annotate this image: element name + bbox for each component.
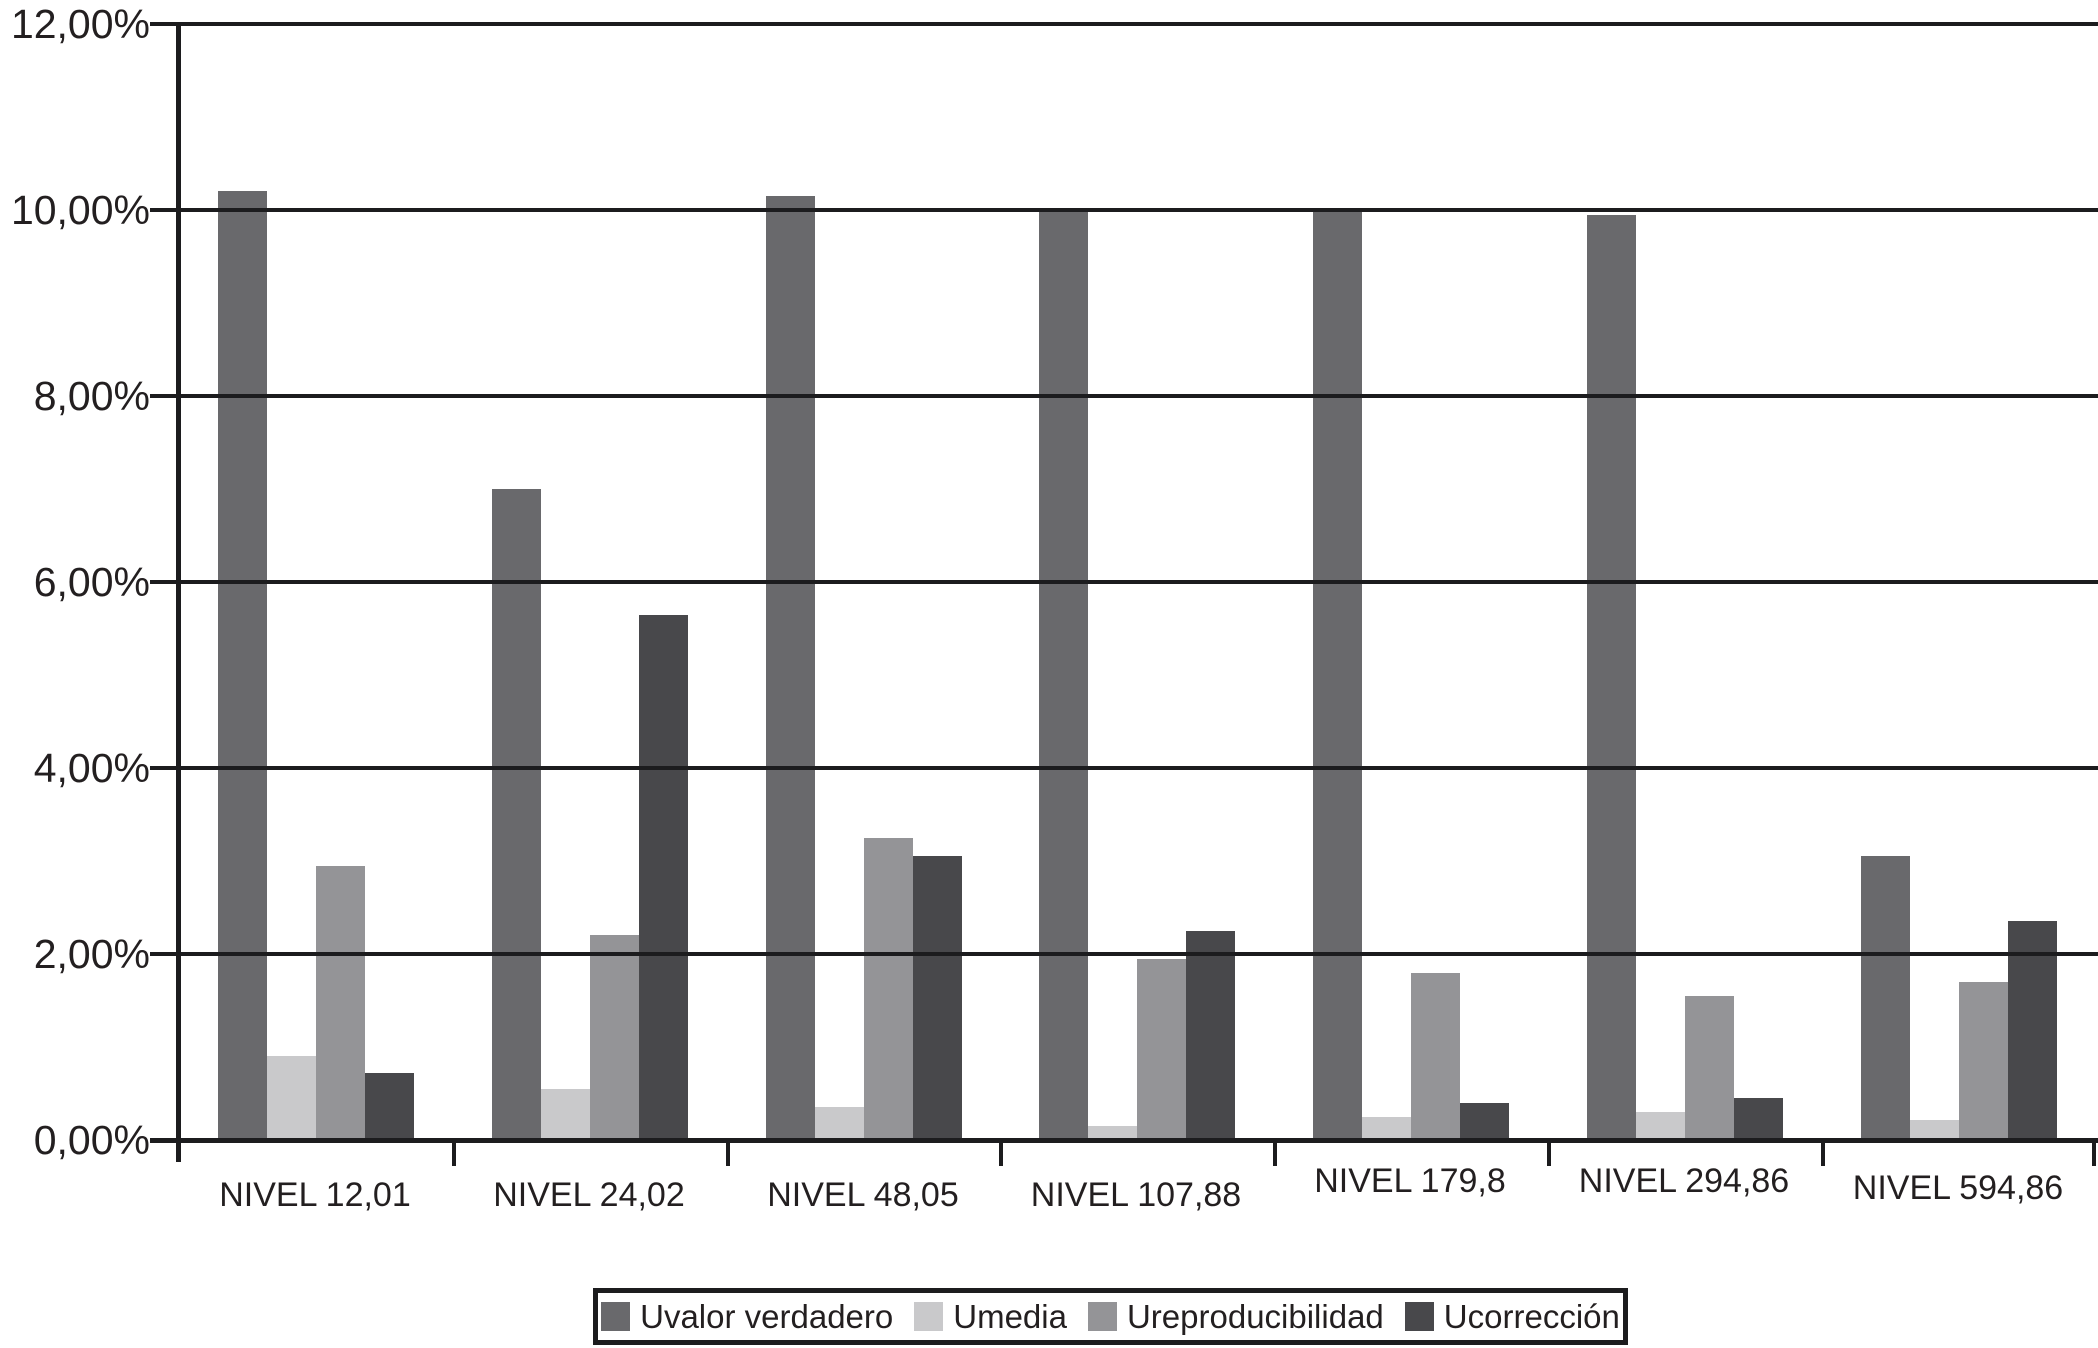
bar <box>1313 210 1362 1140</box>
bar <box>218 191 267 1140</box>
gridline-4 <box>178 766 2098 770</box>
bar <box>492 489 541 1140</box>
x-axis-category-label: NIVEL 294,86 <box>1578 1162 1790 1200</box>
x-tick <box>451 1140 456 1166</box>
gridline-12 <box>178 22 2098 26</box>
y-axis-tick-label: 10,00% <box>10 187 150 233</box>
y-axis-tick-label: 4,00% <box>33 745 150 791</box>
gridline-6 <box>178 580 2098 584</box>
legend-swatch-icon <box>914 1302 944 1331</box>
legend-swatch-icon <box>1404 1302 1434 1331</box>
x-tick <box>1820 1140 1825 1166</box>
legend-label: Ucorrección <box>1443 1298 1620 1335</box>
bar <box>639 615 688 1140</box>
x-tick <box>2092 1140 2096 1166</box>
legend-label: Umedia <box>953 1298 1067 1335</box>
x-axis-baseline <box>150 1138 2098 1143</box>
bar <box>1910 1120 1959 1140</box>
y-axis-tick-label: 8,00% <box>33 373 150 419</box>
bar <box>541 1089 590 1140</box>
x-axis-category-label: NIVEL 48,05 <box>767 1176 959 1214</box>
bar <box>1137 959 1186 1140</box>
bar <box>766 196 815 1140</box>
bar <box>1685 996 1734 1140</box>
bar <box>1186 931 1235 1140</box>
y-tick-4 <box>150 766 178 770</box>
bar <box>1039 210 1088 1140</box>
y-axis-tick-label: 12,00% <box>10 1 150 47</box>
bar <box>365 1073 414 1140</box>
bar <box>864 838 913 1140</box>
legend-label: Uvalor verdadero <box>640 1298 894 1335</box>
bar <box>1587 215 1636 1140</box>
legend-item: Ureproducibilidad <box>1087 1298 1384 1335</box>
x-tick <box>999 1140 1004 1166</box>
x-axis-category-label: NIVEL 24,02 <box>493 1176 685 1214</box>
legend-item: Uvalor verdadero <box>601 1300 893 1333</box>
bar <box>1460 1103 1509 1140</box>
gridline-8 <box>178 394 2098 398</box>
y-tick-10 <box>150 208 178 212</box>
y-axis-tick-label: 0,00% <box>33 1117 150 1163</box>
x-tick <box>1273 1140 1278 1166</box>
x-axis-category-label: NIVEL 179,8 <box>1314 1162 1506 1200</box>
bar <box>913 856 962 1140</box>
y-axis-tick-label: 2,00% <box>33 931 150 977</box>
x-tick <box>1547 1140 1551 1166</box>
legend-swatch-icon <box>601 1302 631 1331</box>
bar <box>1959 982 2008 1140</box>
legend-label: Ureproducibilidad <box>1126 1298 1384 1335</box>
bar <box>590 935 639 1140</box>
gridline-10 <box>178 208 2098 212</box>
x-tick <box>725 1140 730 1166</box>
legend-item: Umedia <box>914 1300 1067 1333</box>
x-axis-category-label: NIVEL 594,86 <box>1852 1169 2064 1207</box>
y-axis-line <box>176 22 181 1162</box>
bar <box>1088 1126 1137 1140</box>
x-axis-category-label: NIVEL 107,88 <box>1030 1176 1242 1214</box>
bar <box>1734 1098 1783 1140</box>
bar <box>1362 1117 1411 1140</box>
legend: Uvalor verdadero Umedia Ureproducibilidad U… <box>593 1288 1628 1345</box>
y-tick-8 <box>150 394 178 398</box>
bar <box>1411 973 1460 1140</box>
bar <box>815 1107 864 1140</box>
bar <box>1861 856 1910 1140</box>
y-tick-6 <box>150 580 178 584</box>
bar <box>2008 921 2057 1140</box>
bar <box>316 866 365 1140</box>
bar <box>1636 1112 1685 1140</box>
y-tick-12 <box>150 22 178 26</box>
y-tick-2 <box>150 952 178 956</box>
gridline-2 <box>178 952 2098 956</box>
legend-item: Ucorrección <box>1404 1298 1620 1335</box>
legend-swatch-icon <box>1087 1302 1117 1331</box>
bar <box>267 1056 316 1140</box>
x-axis-category-label: NIVEL 12,01 <box>219 1176 411 1214</box>
y-axis-tick-label: 6,00% <box>33 559 150 605</box>
